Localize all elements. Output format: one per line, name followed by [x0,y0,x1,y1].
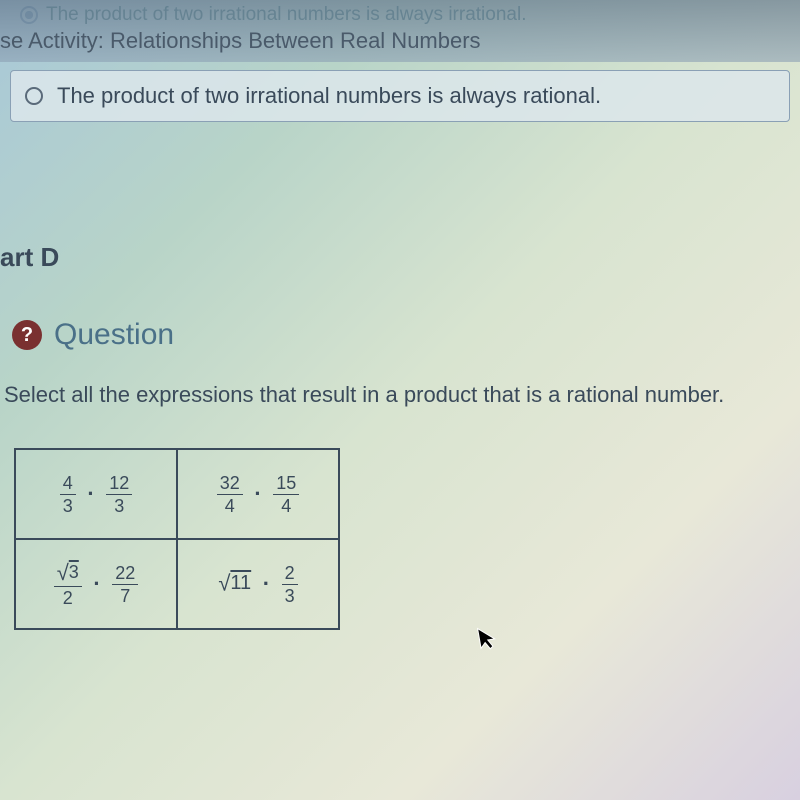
denominator: 2 [54,587,82,608]
numerator: 4 [60,473,76,495]
denominator: 3 [60,495,76,516]
sqrt-arg: 11 [230,572,251,594]
denominator: 7 [112,585,138,606]
denominator: 3 [282,585,298,606]
option-text: The product of two irrational numbers is… [57,83,601,109]
header-bar: The product of two irrational numbers is… [0,0,800,62]
numerator: 32 [217,473,243,495]
expr-cell-1-0[interactable]: √3 2 · 22 7 [15,539,177,629]
sqrt-icon: √ [57,560,69,585]
dot-operator: · [93,571,100,597]
radio-icon [20,6,38,24]
radio-icon[interactable] [25,87,43,105]
dot-operator: · [254,481,261,507]
part-label: art D [0,242,800,273]
fraction: 22 7 [112,563,138,606]
sqrt-arg: 3 [69,561,79,581]
fraction: √3 2 [54,561,82,608]
question-header: ? Question [0,318,800,352]
question-prompt: Select all the expressions that result i… [0,382,800,408]
fraction: 12 3 [106,473,132,516]
activity-title: se Activity: Relationships Between Real … [0,26,800,56]
denominator: 3 [106,495,132,516]
question-badge-icon: ? [12,320,42,350]
faded-line-text: The product of two irrational numbers is… [46,4,526,25]
question-label: Question [54,318,174,352]
sqrt-icon: √ [218,571,230,596]
numerator: √3 [54,561,82,587]
faded-header-text: The product of two irrational numbers is… [0,4,800,26]
expression-table: 4 3 · 12 3 32 4 · 15 4 [14,448,340,630]
expr-cell-1-1[interactable]: √11 · 2 3 [177,539,339,629]
sqrt-expr: √11 [218,572,251,594]
numerator: 12 [106,473,132,495]
fraction: 4 3 [60,473,76,516]
dot-operator: · [263,571,270,597]
numerator: 15 [273,473,299,495]
fraction: 32 4 [217,473,243,516]
fraction: 15 4 [273,473,299,516]
expr-cell-0-1[interactable]: 32 4 · 15 4 [177,449,339,539]
denominator: 4 [217,495,243,516]
answer-option[interactable]: The product of two irrational numbers is… [10,70,790,122]
expr-cell-0-0[interactable]: 4 3 · 12 3 [15,449,177,539]
denominator: 4 [273,495,299,516]
content-area: art D ? Question Select all the expressi… [0,122,800,630]
dot-operator: · [87,481,94,507]
fraction: 2 3 [282,563,298,606]
numerator: 22 [112,563,138,585]
numerator: 2 [282,563,298,585]
